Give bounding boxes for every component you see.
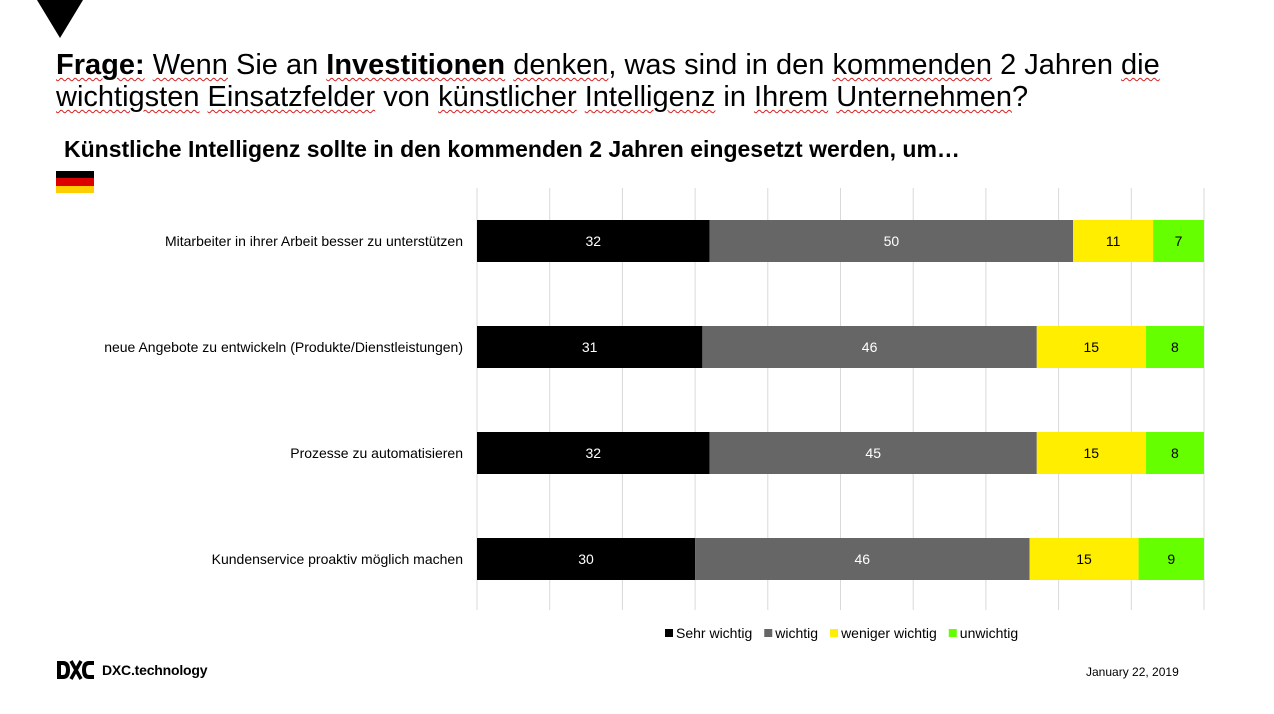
dxc-logo: DXC.technology (56, 659, 208, 681)
bar-segment (477, 220, 710, 262)
data-label: 32 (586, 445, 602, 461)
question-part: künstlicher (438, 81, 577, 113)
data-label: 15 (1084, 339, 1100, 355)
data-label: 15 (1084, 445, 1100, 461)
bar-segment (1145, 432, 1204, 474)
data-label: 8 (1171, 445, 1179, 461)
data-label: 11 (1106, 233, 1121, 249)
question-part: Unternehmen (836, 81, 1012, 113)
bar-segment (1153, 220, 1204, 262)
germany-flag-icon (56, 171, 94, 193)
data-label: 30 (578, 551, 594, 567)
legend-swatch (948, 629, 957, 637)
data-label: 7 (1175, 233, 1183, 249)
question-part: Intelligenz (584, 81, 716, 113)
data-label: 45 (865, 445, 881, 461)
legend-swatch (830, 629, 839, 637)
question-part: , was sind in den (608, 49, 833, 81)
bar-segment (695, 538, 1030, 580)
legend-label: unwichtig (960, 625, 1018, 641)
question-part: Sie an (227, 49, 327, 81)
bar-segment (709, 220, 1074, 262)
dxc-mark-icon (57, 660, 94, 680)
question-part: Einsatzfelder (207, 81, 376, 113)
question-text: Frage: Wenn Sie an Investitionen denken,… (56, 49, 1246, 113)
category-label: neue Angebote zu entwickeln (Produkte/Di… (104, 339, 463, 355)
question-part: Ihrem (754, 81, 829, 113)
question-prefix: Frage: (56, 49, 145, 81)
data-label: 8 (1171, 339, 1179, 355)
question-part: von (375, 81, 439, 113)
bar-segment (702, 326, 1037, 368)
brand-name: DXC.technology (102, 662, 208, 678)
legend-label: wichtig (774, 625, 818, 641)
legend-label: Sehr wichtig (676, 625, 752, 641)
category-label: Mitarbeiter in ihrer Arbeit besser zu un… (165, 233, 463, 249)
bar-segment (477, 432, 710, 474)
question-part: Investitionen (326, 49, 506, 81)
bar-segment (1138, 538, 1204, 580)
bar-segment (477, 326, 703, 368)
legend-label: weniger wichtig (840, 625, 937, 641)
question-part: kommenden (832, 49, 993, 81)
question-part: die (1121, 49, 1160, 81)
question-part: ? (1011, 81, 1029, 113)
data-label: 15 (1076, 551, 1092, 567)
corner-triangle-logo (37, 0, 83, 38)
category-label: Kundenservice proaktiv möglich machen (212, 551, 463, 567)
legend-swatch (665, 629, 673, 637)
question-part: wichtigsten (56, 81, 200, 113)
bar-segment (1145, 326, 1204, 368)
bar-segment (1036, 326, 1146, 368)
legend-swatch (764, 629, 773, 637)
question-part: denken (513, 49, 609, 81)
footer-date: January 22, 2019 (1086, 665, 1179, 679)
question-part: in (715, 81, 755, 113)
data-label: 9 (1167, 551, 1175, 567)
question-part: Wenn (152, 49, 228, 81)
bar-segment (477, 538, 696, 580)
chart-title: Künstliche Intelligenz sollte in den kom… (64, 136, 960, 162)
data-label: 31 (582, 339, 598, 355)
bar-segment (1073, 220, 1154, 262)
data-label: 50 (884, 233, 900, 249)
question-part: 2 Jahren (992, 49, 1122, 81)
bar-segment (1036, 432, 1146, 474)
question-body: Wenn Sie an Investitionen denken, was si… (56, 49, 1160, 113)
category-label: Prozesse zu automatisieren (290, 445, 463, 461)
bar-segment (709, 432, 1037, 474)
bar-segment (1029, 538, 1139, 580)
data-label: 32 (586, 233, 602, 249)
data-label: 46 (862, 339, 878, 355)
data-label: 46 (855, 551, 871, 567)
